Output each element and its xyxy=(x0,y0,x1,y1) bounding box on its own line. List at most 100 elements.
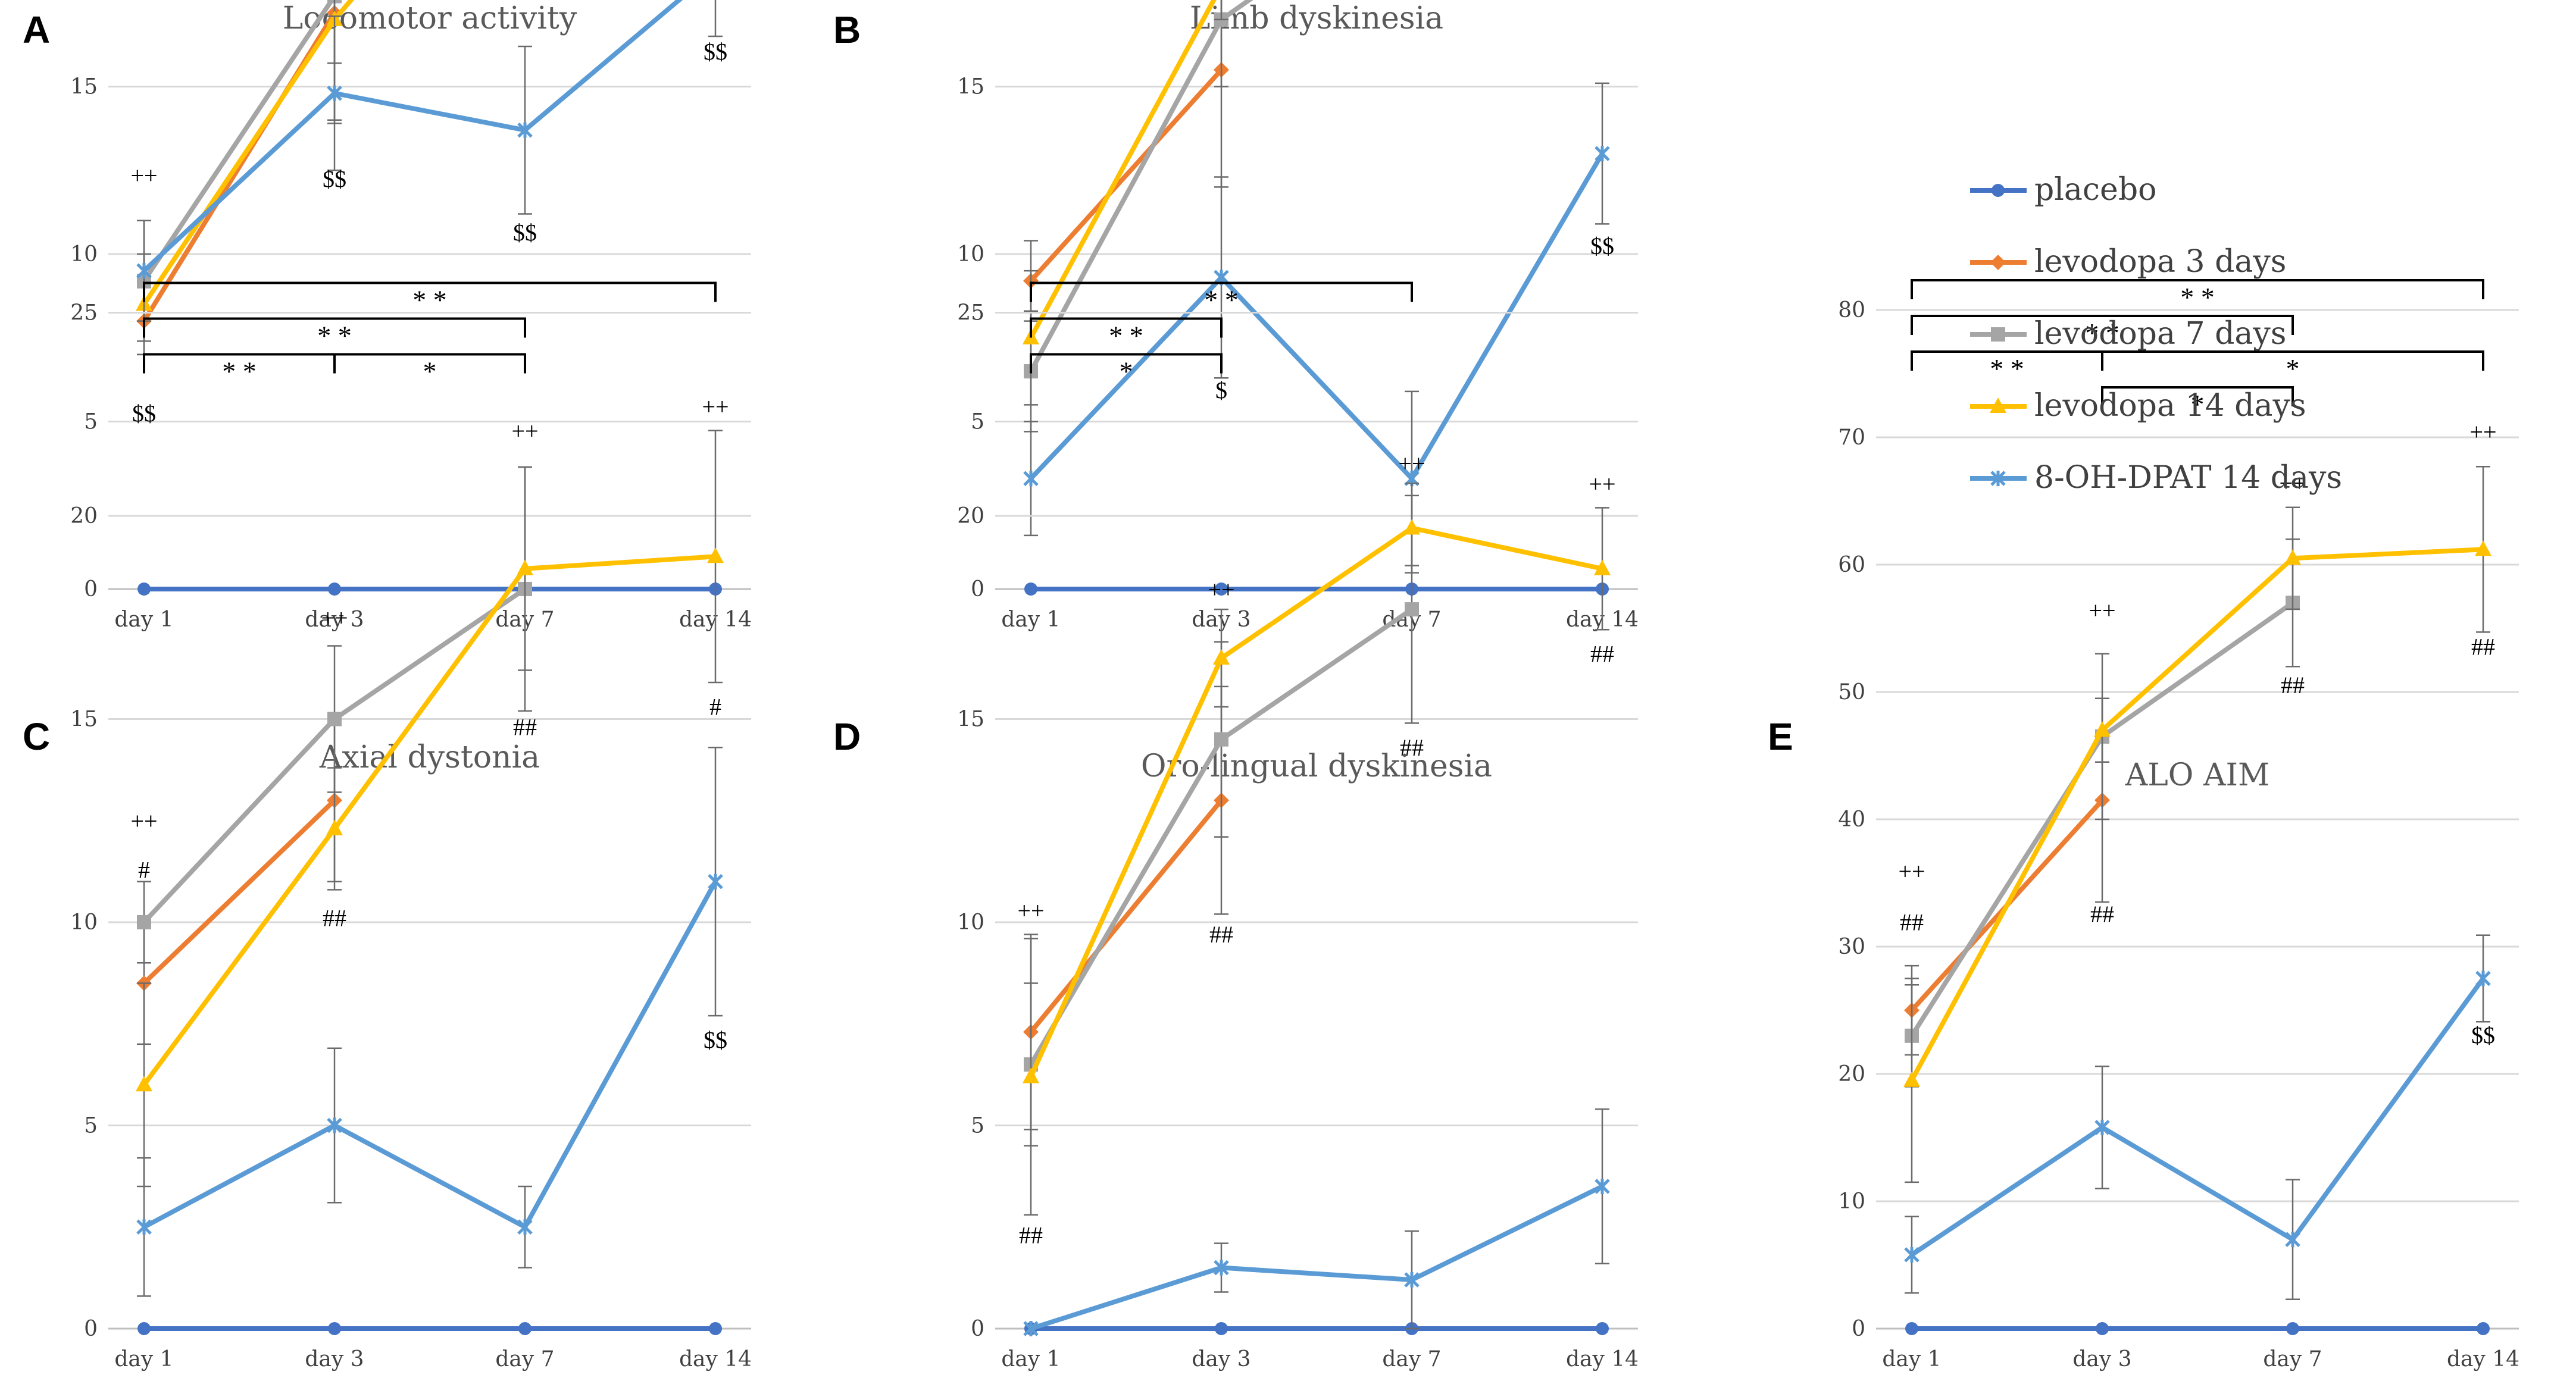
significance-mark: $$ xyxy=(2471,1022,2495,1048)
y-tick-label: 70 xyxy=(1838,425,1865,450)
y-tick-label: 10 xyxy=(957,910,984,935)
legend-label: levodopa 14 days xyxy=(2034,388,2306,424)
x-tick-label: day 1 xyxy=(1001,607,1060,632)
significance-bracket: * * xyxy=(1911,350,2103,384)
bracket-line xyxy=(143,317,526,338)
panel-letter: E xyxy=(1768,715,1793,758)
significance-mark: ## xyxy=(323,905,346,932)
data-point xyxy=(1596,1322,1609,1335)
series-levodopa-14-days xyxy=(1903,465,2491,1183)
legend-marker xyxy=(1990,397,2006,413)
y-tick-label: 0 xyxy=(971,1317,984,1341)
data-point xyxy=(709,1322,722,1335)
significance-bracket: * xyxy=(1030,353,1223,387)
significance-bracket: * * xyxy=(143,353,336,387)
data-point xyxy=(517,1219,533,1235)
bracket-line xyxy=(1911,279,2484,299)
significance-mark: ## xyxy=(1019,1222,1043,1248)
y-tick-label: 15 xyxy=(70,707,98,732)
data-point xyxy=(136,1219,152,1235)
significance-mark: ++ xyxy=(511,418,538,444)
panel-letter: B xyxy=(833,8,861,51)
y-tick-label: 15 xyxy=(70,75,98,99)
significance-mark: ## xyxy=(2281,672,2305,699)
legend-entry: levodopa 14 days xyxy=(1970,388,2306,424)
significance-mark: ++ xyxy=(130,808,157,835)
significance-mark: $$ xyxy=(1590,233,1614,259)
bracket-label: * * xyxy=(317,321,352,351)
bracket-label: * * xyxy=(1990,353,2024,384)
data-point xyxy=(707,547,724,563)
significance-mark: ## xyxy=(1590,641,1614,668)
data-point xyxy=(1023,1321,1039,1336)
significance-mark: ++ xyxy=(1589,471,1615,497)
data-point xyxy=(328,1322,341,1335)
bracket-label: * * xyxy=(1109,321,1143,351)
chart-panel-d: D Oro-lingual dyskinesia 0 5 10 15 20 25 day 1 da… xyxy=(833,281,1639,1371)
x-tick-label: day 3 xyxy=(1192,1347,1251,1371)
significance-mark: ++ xyxy=(2279,469,2306,496)
x-tick-label: day 14 xyxy=(1566,1347,1639,1371)
data-point xyxy=(2094,721,2111,737)
significance-mark: $$ xyxy=(704,39,727,65)
significance-mark: ## xyxy=(513,714,537,741)
x-tick-label: day 7 xyxy=(1382,1347,1441,1371)
bracket-label: * xyxy=(2191,389,2205,419)
data-point xyxy=(1023,1067,1039,1083)
data-point xyxy=(1215,1322,1228,1335)
x-tick-label: day 7 xyxy=(2263,1347,2322,1371)
data-point xyxy=(2286,1322,2299,1335)
significance-mark: ++ xyxy=(1398,450,1425,477)
x-tick-label: day 7 xyxy=(495,1347,554,1371)
series-levodopa-3-days xyxy=(136,718,342,1045)
series-line xyxy=(142,798,336,985)
x-tick-label: day 3 xyxy=(305,607,364,632)
data-point xyxy=(1904,1247,1920,1263)
data-point xyxy=(1023,471,1039,487)
y-tick-label: 15 xyxy=(957,75,984,99)
significance-mark: ++ xyxy=(1017,897,1044,924)
significance-mark: ++ xyxy=(2089,597,2115,624)
y-tick-label: 40 xyxy=(1838,807,1865,832)
legend-marker xyxy=(1991,327,2005,342)
data-point xyxy=(1595,146,1610,162)
y-tick-label: 30 xyxy=(1838,935,1865,959)
significance-bracket: * * xyxy=(1911,279,2484,312)
legend-entry: levodopa 3 days xyxy=(1970,244,2286,280)
legend: placebo levodopa 3 days levodopa 7 days lev… xyxy=(1970,172,2342,496)
series-line xyxy=(143,880,718,1230)
significance-bracket: * * xyxy=(1030,317,1223,351)
y-tick-label: 5 xyxy=(971,1114,984,1138)
series-line xyxy=(142,0,683,273)
significance-mark: ## xyxy=(2090,901,2114,928)
y-tick-label: 0 xyxy=(1852,1317,1865,1341)
bracket-label: * * xyxy=(2180,282,2215,312)
data-point xyxy=(2285,1232,2300,1248)
bracket-label: * xyxy=(423,356,437,387)
chart-title: Axial dystonia xyxy=(319,740,540,775)
chart-panel-e: E ALO AIM 0 10 20 30 40 50 60 70 80 day 1 day 3 day 7… xyxy=(1768,279,2519,1371)
chart-title: Oro-lingual dyskinesia xyxy=(1141,748,1492,784)
data-point xyxy=(1215,582,1228,596)
significance-mark: ## xyxy=(2471,634,2495,660)
panel-letter: A xyxy=(23,8,50,51)
series-line xyxy=(142,554,716,1086)
series-8-oh-dpat-14-days xyxy=(1904,934,2491,1301)
bracket-label: * xyxy=(2286,353,2300,384)
bracket-line xyxy=(1911,315,2294,335)
y-tick-label: 0 xyxy=(971,577,984,602)
significance-mark: ++ xyxy=(321,605,348,631)
significance-bracket: * xyxy=(2101,350,2484,384)
bracket-line xyxy=(2101,350,2484,371)
series-8-oh-dpat-14-days xyxy=(1023,1108,1610,1336)
series-line xyxy=(1910,977,2486,1257)
data-point xyxy=(1594,559,1611,575)
data-point xyxy=(2096,1322,2109,1335)
data-point xyxy=(327,1117,342,1133)
data-point xyxy=(2475,540,2491,556)
x-tick-label: day 1 xyxy=(114,1347,173,1371)
bracket-line xyxy=(1030,353,1223,374)
x-tick-label: day 3 xyxy=(2072,1347,2131,1371)
y-tick-label: 80 xyxy=(1838,298,1865,322)
